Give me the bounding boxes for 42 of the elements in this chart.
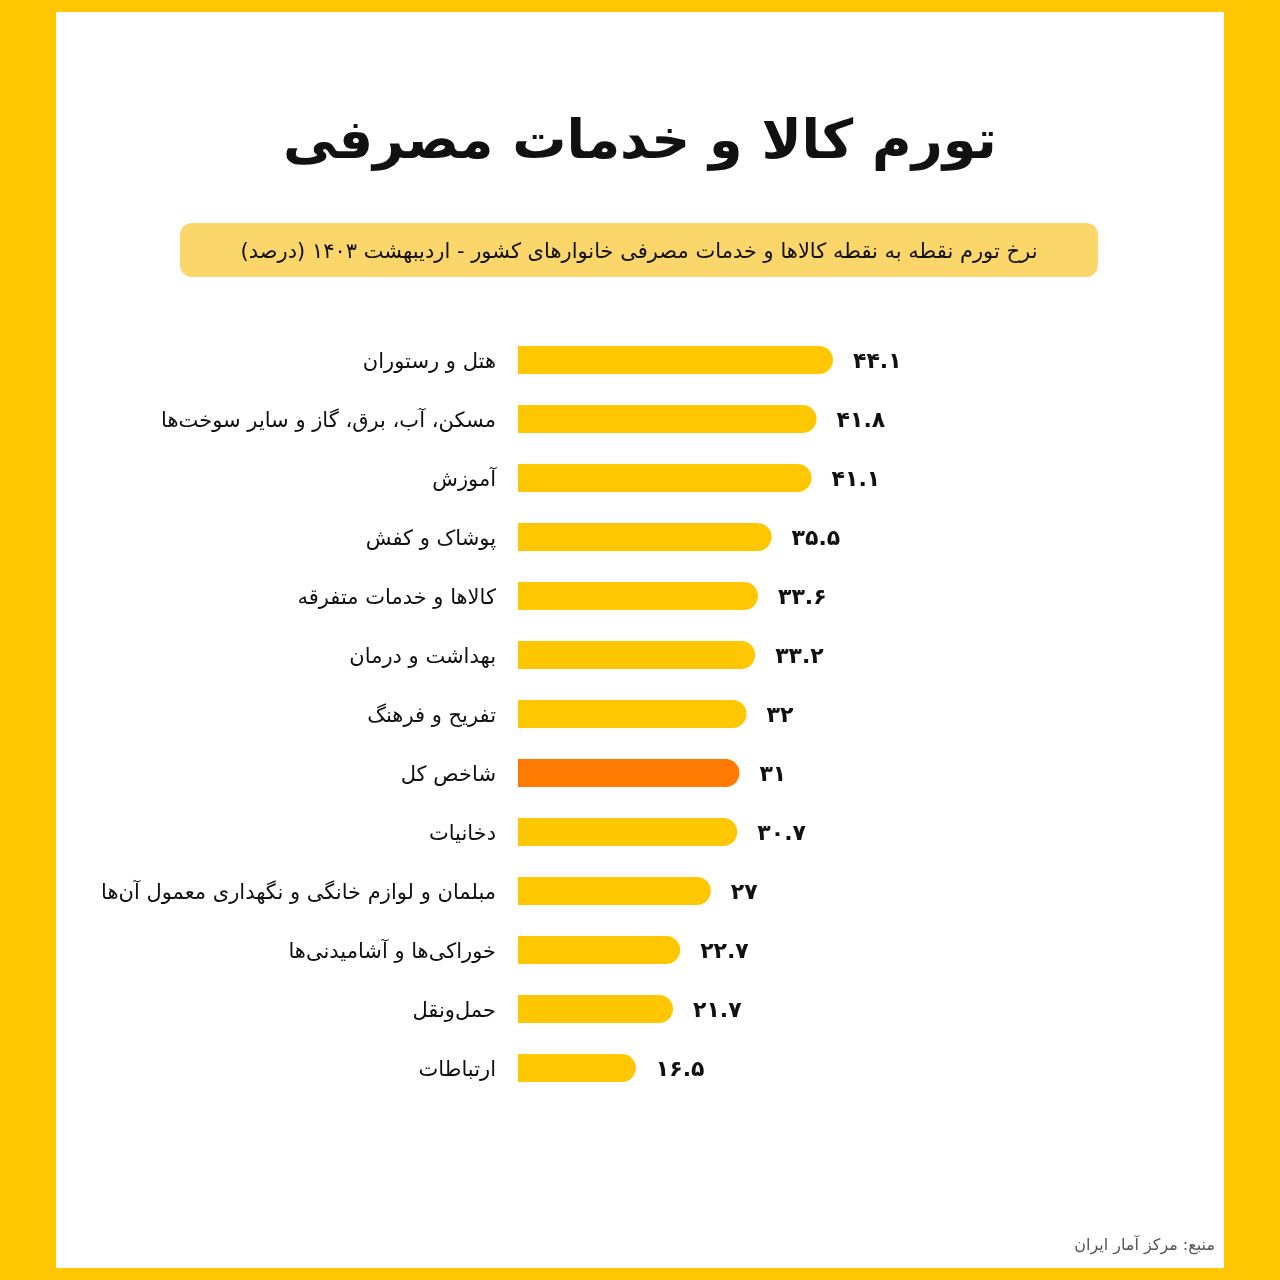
- bar: [518, 464, 812, 492]
- y-tick-label: شاخص کل: [400, 762, 496, 786]
- y-tick-label: دخانیات: [428, 821, 496, 845]
- data-label: ۴۴.۱: [853, 348, 902, 373]
- bar: [518, 818, 738, 846]
- y-tick-label: حمل‌ونقل: [412, 998, 496, 1022]
- data-label: ۳۱: [759, 761, 787, 786]
- data-label: ۳۰.۷: [757, 820, 807, 845]
- y-tick-label: هتل و رستوران: [362, 349, 496, 373]
- data-label: ۲۷: [730, 879, 759, 904]
- bar: [518, 582, 758, 610]
- y-tick-label: ارتباطات: [418, 1057, 496, 1081]
- chart-title: تورم کالا و خدمات مصرفی: [283, 108, 997, 171]
- bar: [518, 759, 740, 787]
- data-label: ۴۱.۱: [831, 466, 881, 491]
- y-tick-label: خوراکی‌ها و آشامیدنی‌ها: [288, 938, 496, 963]
- chart-subtitle: نرخ تورم نقطه به نقطه کالاها و خدمات مصرفی خانوارهای کشور - اردیبهشت ۱۴۰۳ (درصد): [240, 239, 1038, 263]
- y-tick-label: مسکن، آب، برق، گاز و سایر سوخت‌ها: [161, 407, 496, 432]
- text: منبع: مرکز آمار ایران: [1074, 1235, 1215, 1255]
- bar: [518, 405, 817, 433]
- y-tick-label: مبلمان و لوازم خانگی و نگهداری معمول آن‌ها: [101, 879, 496, 904]
- bar: [518, 523, 772, 551]
- data-label: ۲۱.۷: [693, 997, 743, 1022]
- y-tick-label: پوشاک و کفش: [365, 526, 497, 550]
- y-tick-label: آموزش: [432, 466, 498, 491]
- data-label: ۳۲: [766, 702, 794, 727]
- bar: [518, 1054, 636, 1082]
- data-label: ۳۳.۶: [778, 584, 827, 609]
- bar: [518, 936, 681, 964]
- bar: [518, 700, 747, 728]
- data-label: ۳۵.۵: [791, 525, 841, 550]
- bar: [518, 877, 711, 905]
- data-label: ۳۳.۲: [775, 643, 825, 668]
- bar: [518, 641, 756, 669]
- y-tick-label: تفریح و فرهنگ: [367, 703, 497, 727]
- data-label: ۱۶.۵: [655, 1056, 705, 1081]
- bar: [518, 346, 833, 374]
- bar: [518, 995, 673, 1023]
- y-tick-label: بهداشت و درمان: [349, 644, 496, 668]
- data-label: ۴۱.۸: [836, 407, 886, 432]
- y-tick-label: کالاها و خدمات متفرقه: [297, 585, 496, 609]
- data-label: ۲۲.۷: [700, 938, 750, 963]
